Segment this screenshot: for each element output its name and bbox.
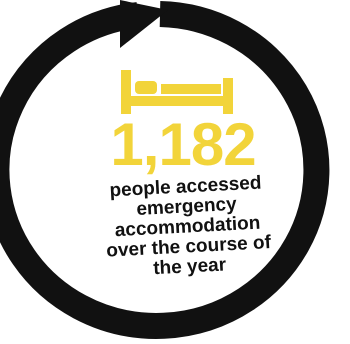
stat-description: people accessed emergency accommodation … — [0, 168, 350, 287]
stat-number: 1,182 — [110, 111, 256, 178]
bed-icon — [121, 70, 233, 114]
